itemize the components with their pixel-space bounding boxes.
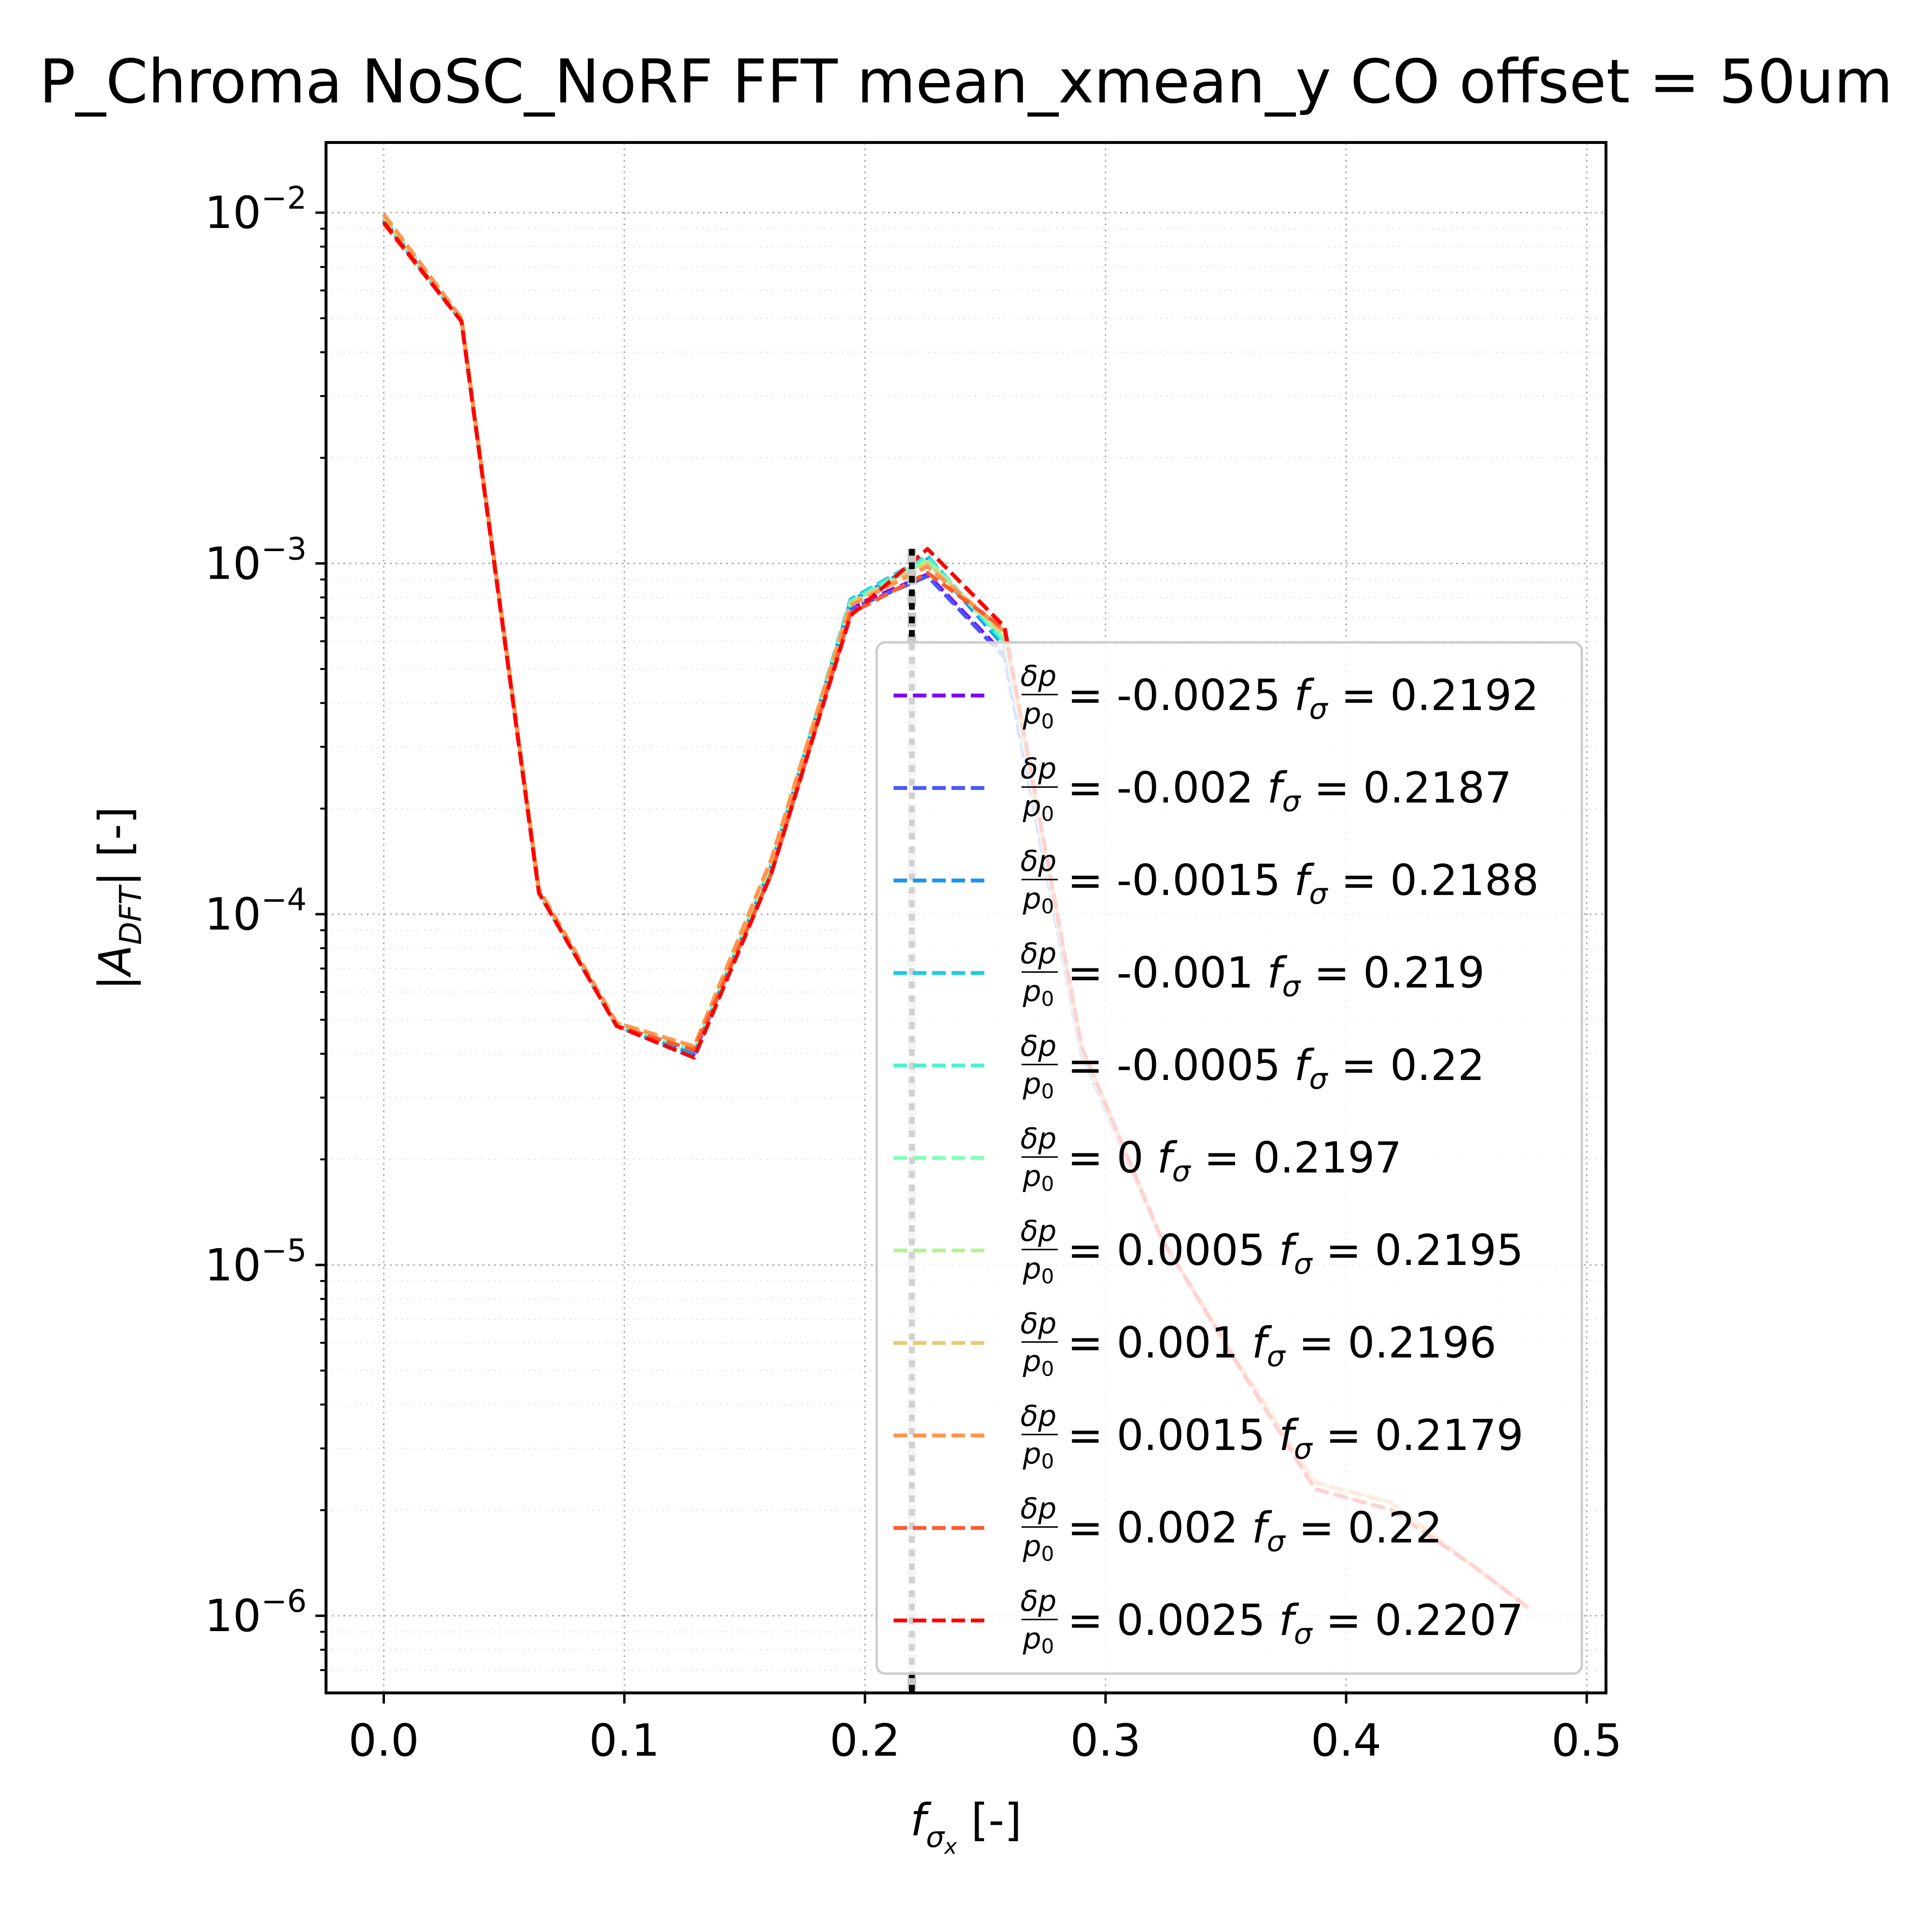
legend-fraction-top: δp	[1021, 659, 1057, 693]
legend-entry-label: = 0.0005 fσ = 0.2195	[1067, 1225, 1523, 1281]
legend-fraction-top: δp	[1021, 1122, 1057, 1156]
legend-fraction-top: δp	[1021, 1492, 1057, 1526]
legend-entry-label: = 0 fσ = 0.2197	[1067, 1133, 1402, 1189]
legend-fraction-top: δp	[1021, 844, 1057, 878]
x-tick-label: 0.1	[589, 1715, 660, 1766]
legend-entry-label: = 0.0015 fσ = 0.2179	[1067, 1410, 1523, 1466]
y-tick-label: 10−2	[205, 181, 307, 239]
legend-fraction-bottom: p0	[1023, 1160, 1054, 1196]
legend-entry-label: = -0.002 fσ = 0.2187	[1067, 763, 1512, 819]
legend-entry-label: = -0.001 fσ = 0.219	[1067, 948, 1485, 1004]
legend-fraction-top: δp	[1021, 1584, 1057, 1618]
legend-entry-label: = 0.0025 fσ = 0.2207	[1067, 1595, 1523, 1651]
legend-entry-label: = -0.0025 fσ = 0.2192	[1067, 670, 1539, 726]
legend-entry-label: = 0.001 fσ = 0.2196	[1067, 1318, 1496, 1374]
x-tick-label: 0.3	[1070, 1715, 1141, 1766]
legend: δp p0 = -0.0025 fσ = 0.2192 δp p0 = -0.002 fσ…	[875, 641, 1583, 1675]
y-tick-label: 10−6	[205, 1584, 307, 1642]
plot-frame	[325, 141, 1607, 1694]
legend-fraction-bottom: p0	[1023, 1067, 1054, 1103]
legend-fraction-bottom: p0	[1023, 790, 1054, 826]
legend-box	[875, 641, 1583, 1675]
x-tick-label: 0.4	[1311, 1715, 1381, 1766]
x-tick-label: 0.0	[348, 1715, 419, 1766]
y-tick-label: 10−4	[205, 882, 307, 940]
legend-entry-label: = -0.0005 fσ = 0.22	[1067, 1040, 1485, 1096]
legend-entry-label: = -0.0015 fσ = 0.2188	[1067, 855, 1539, 911]
x-tick-label: 0.5	[1551, 1715, 1622, 1766]
legend-fraction-top: δp	[1021, 1307, 1057, 1341]
legend-fraction-top: δp	[1021, 752, 1057, 786]
legend-fraction-bottom: p0	[1023, 882, 1054, 918]
legend-fraction-top: δp	[1021, 1029, 1057, 1063]
y-tick-label: 10−5	[205, 1233, 307, 1291]
chart-title: P_Chroma NoSC_NoRF FFT mean_xmean_y CO o…	[39, 47, 1893, 117]
y-tick-label: 10−3	[205, 531, 307, 589]
axis-ticks: 0.0 0.1 0.2 0.3 0.4 0.5 10−2 10−3 10−4 10−5 10−6	[205, 181, 1622, 1766]
legend-fraction-top: δp	[1021, 1214, 1057, 1248]
x-tick-label: 0.2	[830, 1715, 900, 1766]
legend-fraction-bottom: p0	[1023, 697, 1054, 733]
legend-entry-label: = 0.002 fσ = 0.22	[1067, 1503, 1442, 1559]
legend-fraction-top: δp	[1021, 937, 1057, 971]
legend-fraction-top: δp	[1021, 1399, 1057, 1433]
